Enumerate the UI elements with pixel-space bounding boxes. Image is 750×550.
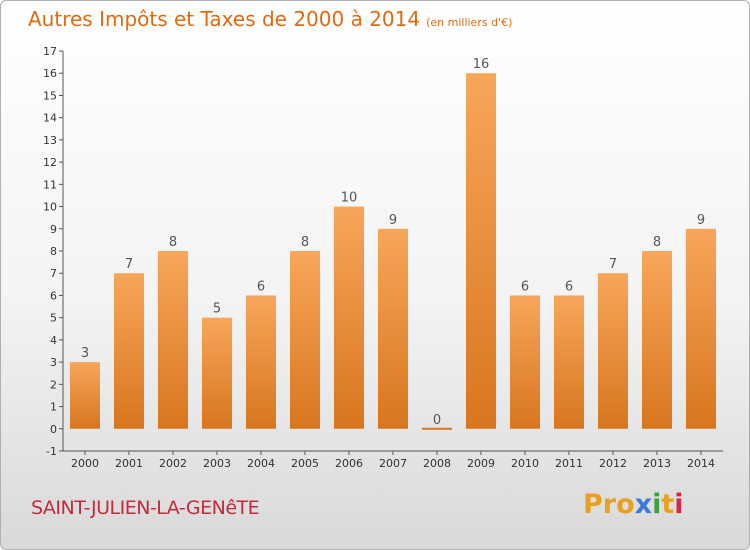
y-tick-label: 2	[50, 378, 57, 391]
chart-unit: (en milliers d'€)	[426, 16, 513, 29]
bar-value-label: 5	[213, 302, 221, 317]
chart-title: Autres Impôts et Taxes de 2000 à 2014 (en…	[28, 7, 512, 31]
x-tick-label: 2001	[115, 457, 143, 470]
y-tick-label: 0	[50, 423, 57, 436]
y-tick-label: 16	[43, 67, 57, 80]
bar-value-label: 8	[653, 235, 661, 250]
y-tick-label: 12	[43, 156, 57, 169]
x-tick-label: 2011	[555, 457, 583, 470]
logo-letter: t	[661, 489, 675, 520]
bar-value-label: 7	[609, 257, 617, 272]
x-tick-label: 2013	[643, 457, 671, 470]
x-tick-label: 2008	[423, 457, 451, 470]
bar	[510, 295, 540, 429]
bar-value-label: 3	[81, 346, 89, 361]
bar-value-label: 6	[565, 279, 573, 294]
x-tick-label: 2003	[203, 457, 231, 470]
bar	[246, 295, 276, 429]
x-tick-label: 2000	[71, 457, 99, 470]
bar-value-label: 16	[473, 57, 490, 72]
bar-value-label: 9	[697, 213, 705, 228]
y-tick-label: 5	[50, 312, 57, 325]
bar-value-label: 8	[301, 235, 309, 250]
y-tick-label: 1	[50, 401, 57, 414]
logo-letter: i	[674, 489, 684, 520]
bar-value-label: 8	[169, 235, 177, 250]
x-tick-label: 2014	[687, 457, 715, 470]
bar	[686, 228, 716, 429]
bar	[466, 73, 496, 429]
y-tick-label: -1	[46, 445, 57, 458]
bar	[554, 295, 584, 429]
y-tick-label: 9	[50, 223, 57, 236]
logo-letter: x	[634, 489, 653, 520]
bar-value-label: 7	[125, 257, 133, 272]
y-tick-label: 11	[43, 178, 57, 191]
x-tick-label: 2010	[511, 457, 539, 470]
bar	[290, 251, 320, 429]
x-tick-label: 2004	[247, 457, 275, 470]
bar-value-label: 0	[433, 413, 441, 428]
bar	[158, 251, 188, 429]
bar-value-label: 9	[389, 213, 397, 228]
y-tick-label: 8	[50, 245, 57, 258]
bar	[334, 206, 364, 429]
y-tick-label: 6	[50, 289, 57, 302]
bar	[114, 273, 144, 429]
y-tick-label: 7	[50, 267, 57, 280]
proxiti-logo: Proxiti	[583, 489, 684, 520]
x-tick-label: 2009	[467, 457, 495, 470]
y-tick-label: 4	[50, 334, 57, 347]
bar	[202, 317, 232, 429]
x-tick-label: 2012	[599, 457, 627, 470]
y-tick-label: 15	[43, 89, 57, 102]
x-tick-label: 2007	[379, 457, 407, 470]
x-tick-label: 2006	[335, 457, 363, 470]
x-tick-label: 2005	[291, 457, 319, 470]
y-tick-label: 13	[43, 134, 57, 147]
bar	[70, 362, 100, 429]
y-tick-label: 10	[43, 201, 57, 214]
y-tick-label: 14	[43, 112, 57, 125]
bar-value-label: 10	[341, 191, 358, 206]
bar	[378, 228, 408, 429]
bar-value-label: 6	[257, 279, 265, 294]
chart-title-text: Autres Impôts et Taxes de 2000 à 2014	[28, 7, 421, 31]
bar	[422, 427, 452, 430]
y-tick-label: 3	[50, 356, 57, 369]
commune-name: SAINT-JULIEN-LA-GENêTE	[31, 497, 260, 519]
bar	[642, 251, 672, 429]
bar	[598, 273, 628, 429]
x-tick-label: 2002	[159, 457, 187, 470]
logo-letter: o	[616, 489, 635, 520]
logo-letter: i	[652, 489, 662, 520]
y-tick-label: 17	[43, 45, 57, 58]
logo-letter: r	[602, 489, 617, 520]
bar-value-label: 6	[521, 279, 529, 294]
logo-letter: P	[583, 489, 603, 520]
